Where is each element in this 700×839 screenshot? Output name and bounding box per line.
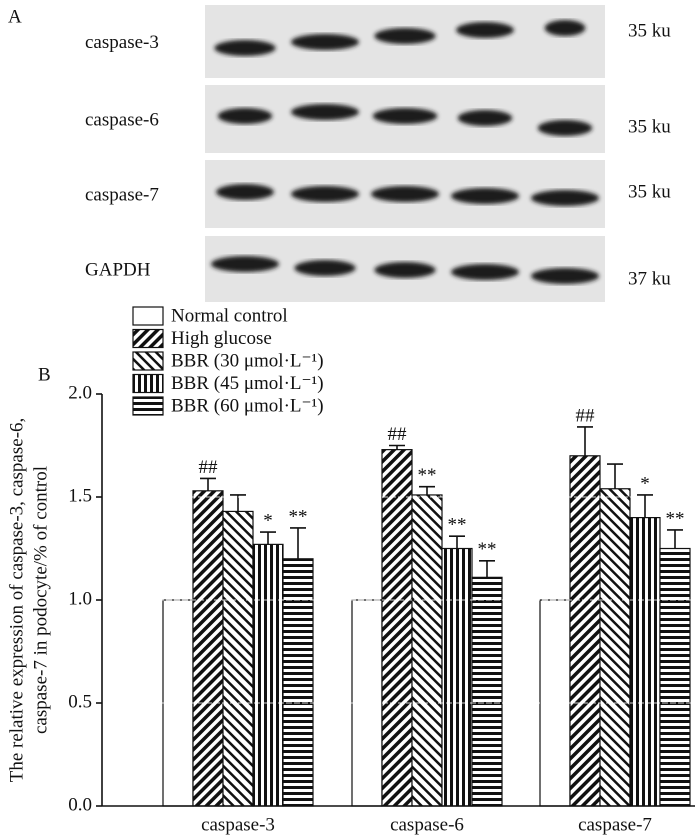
error-bar	[200, 477, 216, 491]
legend-swatch	[132, 328, 164, 349]
significance-label: **	[666, 508, 685, 529]
bar	[441, 547, 473, 807]
row-label: caspase-6	[85, 109, 159, 130]
size-label: 35 ku	[628, 116, 671, 137]
y-axis-label: The relative expression of caspase-3, ca…	[6, 418, 27, 783]
error-bar	[607, 463, 623, 489]
blot-band	[531, 190, 599, 206]
legend-swatch	[132, 306, 164, 326]
bar	[252, 543, 284, 807]
bar	[569, 455, 601, 807]
x-tick-label: caspase-7	[578, 814, 652, 835]
error-bar	[389, 444, 405, 450]
blot-band	[291, 34, 359, 50]
significance-label: ##	[576, 405, 596, 426]
error-bar	[230, 494, 246, 512]
significance-label: **	[289, 506, 308, 527]
error-bar	[667, 529, 683, 549]
legend-label: Normal control	[171, 305, 288, 326]
legend-swatch	[132, 373, 164, 394]
legend-swatch	[132, 351, 164, 371]
bar	[599, 488, 631, 807]
error-bar	[419, 485, 435, 495]
size-label: 35 ku	[628, 181, 671, 202]
legend-swatch	[132, 396, 164, 416]
size-label: 37 ku	[628, 268, 671, 289]
x-tick-label: caspase-6	[390, 814, 464, 835]
error-bar	[449, 535, 465, 549]
blot-band	[211, 256, 279, 272]
row-label: caspase-3	[85, 32, 159, 53]
bar	[381, 449, 413, 807]
y-tick-label: 1.0	[68, 588, 92, 609]
y-tick-label: 0.0	[68, 794, 92, 815]
significance-label: **	[448, 514, 467, 535]
blot-band	[217, 108, 273, 124]
significance-label: ##	[199, 457, 219, 478]
blot-band	[291, 104, 359, 120]
significance-label: ##	[388, 424, 408, 445]
error-bar	[290, 527, 306, 559]
legend-label: BBR (30 μmol·L⁻¹)	[171, 350, 324, 371]
error-bar	[479, 560, 495, 578]
legend-label: High glucose	[171, 328, 272, 349]
row-label: GAPDH	[85, 259, 151, 280]
bar	[411, 494, 443, 807]
y-tick-label: 0.5	[68, 691, 92, 712]
blot-band	[537, 120, 593, 136]
blot-band	[374, 28, 436, 44]
significance-label: *	[263, 510, 273, 531]
bar	[629, 516, 661, 807]
blot-band	[451, 264, 519, 280]
legend-label: BBR (60 μmol·L⁻¹)	[171, 395, 324, 416]
blot-band	[294, 260, 356, 276]
blot-band	[457, 110, 513, 126]
blot-band	[291, 186, 359, 202]
error-bar	[260, 531, 276, 545]
blot-band	[456, 22, 514, 38]
y-tick-label: 2.0	[68, 382, 92, 403]
significance-label: *	[640, 473, 650, 494]
y-tick-label: 1.5	[68, 485, 92, 506]
x-tick-label: caspase-3	[201, 814, 275, 835]
blot-band	[214, 40, 276, 56]
row-label: caspase-7	[85, 184, 159, 205]
western-blot: caspase-3 35 ku caspase-6 35 ku caspase-7 35 …	[85, 5, 671, 302]
blot-band	[374, 262, 436, 278]
legend-label: BBR (45 μmol·L⁻¹)	[171, 373, 324, 394]
error-bar	[637, 494, 653, 518]
significance-label: **	[418, 465, 437, 486]
size-label: 35 ku	[628, 20, 671, 41]
blot-band	[372, 108, 438, 124]
y-axis-label: caspase-7 in podocyte/% of control	[30, 466, 51, 734]
bar	[282, 558, 314, 807]
blot-band	[216, 184, 274, 200]
blot-band	[371, 186, 439, 202]
bar	[192, 490, 224, 807]
blot-band	[531, 268, 599, 284]
bar	[471, 576, 503, 807]
bar	[659, 547, 691, 807]
blot-band	[451, 188, 519, 204]
bar	[222, 510, 254, 807]
blot-band	[544, 20, 586, 36]
error-bar	[577, 426, 593, 456]
significance-label: **	[478, 539, 497, 560]
panel-label: A	[8, 6, 22, 27]
panel-label: B	[38, 364, 51, 385]
